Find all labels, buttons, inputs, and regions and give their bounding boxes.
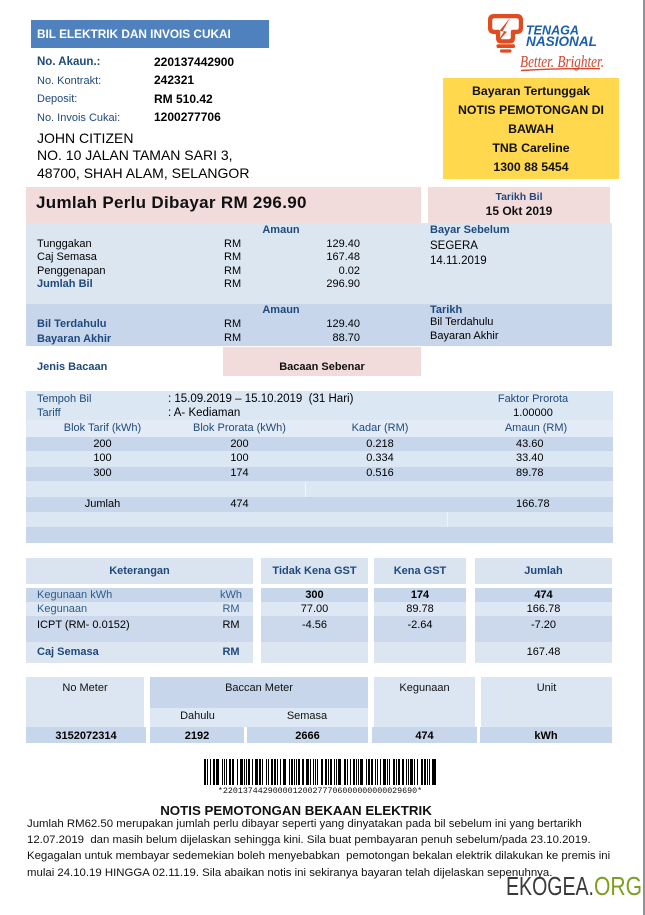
- svg-text:EKOGEA.: EKOGEA.: [506, 871, 594, 901]
- svg-text:Better. Brighter.: Better. Brighter.: [520, 52, 604, 71]
- svg-text:TENAGA: TENAGA: [526, 23, 579, 38]
- svg-text:ORG: ORG: [594, 871, 642, 901]
- svg-text:NASIONAL: NASIONAL: [526, 33, 597, 49]
